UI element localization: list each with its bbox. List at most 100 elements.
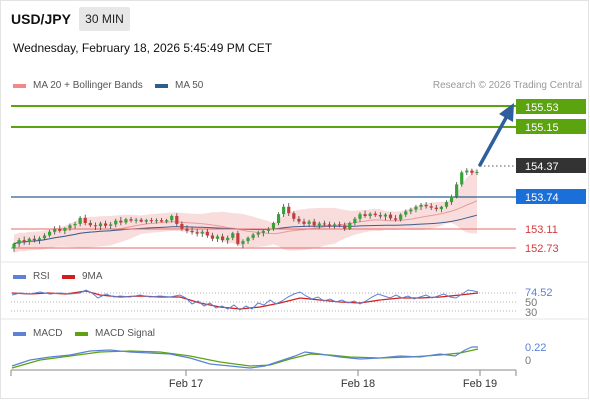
candle-body <box>378 215 382 217</box>
rsi-30-label: 30 <box>525 307 537 319</box>
forecast-arrow <box>478 114 509 167</box>
candle-body <box>53 229 57 232</box>
candle-body <box>215 236 220 239</box>
candle-body <box>455 184 459 197</box>
candle-body <box>439 206 443 210</box>
candle-body <box>317 223 321 226</box>
candle-body <box>404 211 408 215</box>
candle-body <box>231 233 235 238</box>
candle-body <box>271 222 276 229</box>
legend-ma50-label: MA 50 <box>175 80 204 91</box>
candle-body <box>251 234 255 238</box>
candle-body <box>414 206 418 210</box>
candle-body <box>144 220 148 222</box>
candle-body <box>444 202 449 207</box>
candle-body <box>429 206 433 208</box>
candle-body <box>58 229 62 231</box>
candle-body <box>261 230 265 233</box>
resistance-1-label: 155.15 <box>525 122 559 134</box>
candle-body <box>139 219 143 222</box>
candle-body <box>185 228 189 231</box>
candle-body <box>32 238 36 241</box>
candle-body <box>149 220 153 222</box>
candle-body <box>276 214 281 223</box>
legend-ma20: MA 20 + Bollinger Bands <box>13 80 143 91</box>
candle-body <box>241 241 245 244</box>
candle-body <box>221 236 225 241</box>
candle-body <box>465 170 469 173</box>
rsi-swatch <box>13 274 26 279</box>
candle-body <box>393 218 398 220</box>
candle-body <box>170 216 174 221</box>
candle-body <box>449 196 454 203</box>
candle-body <box>338 224 342 226</box>
candle-body <box>98 223 103 227</box>
candle-body <box>180 223 184 229</box>
candle-body <box>175 216 179 224</box>
pivot-box <box>516 189 586 204</box>
candle-body <box>332 224 337 227</box>
candle-body <box>200 231 204 234</box>
candle-body <box>236 233 240 244</box>
candle-body <box>368 213 372 217</box>
legend-ma20-label: MA 20 + Bollinger Bands <box>33 80 143 91</box>
pivot-label: 153.74 <box>525 192 559 204</box>
resistance-2-box <box>516 99 586 114</box>
candle-body <box>460 172 464 185</box>
resistance-1-box <box>516 119 586 134</box>
symbol-title: USD/JPY <box>11 11 71 27</box>
macd-line <box>11 346 478 369</box>
last-price-label: 154.37 <box>525 161 559 173</box>
candle-body <box>134 219 138 221</box>
candle-body <box>358 214 362 219</box>
candle-body <box>165 220 169 222</box>
legend-macd-signal: MACD Signal <box>75 328 155 339</box>
candle-body <box>78 217 82 224</box>
candle-body <box>373 213 377 216</box>
resistance-2-label: 155.53 <box>525 102 559 114</box>
timeframe-button[interactable]: 30 MIN <box>79 7 130 31</box>
candle-body <box>343 225 347 229</box>
candle-body <box>210 235 215 239</box>
candle-body <box>17 240 21 244</box>
macd-signal-swatch <box>75 331 88 336</box>
candle-body <box>129 219 133 221</box>
candle-body <box>93 225 98 227</box>
candle-body <box>287 206 291 214</box>
candle-body <box>88 222 92 226</box>
candle-body <box>246 237 250 242</box>
legend-rsi-label: RSI <box>33 271 50 282</box>
legend-rsi: RSI <box>13 271 50 282</box>
rsi-50-label: 50 <box>525 297 537 309</box>
candle-body <box>282 206 286 215</box>
candle-body <box>48 231 52 236</box>
macd-signal-line <box>11 348 479 369</box>
candle-body <box>424 204 428 207</box>
macd-zero-label: 0 <box>525 355 531 367</box>
candle-body <box>470 170 474 173</box>
legend-macd-label: MACD <box>33 328 63 339</box>
rsi-ma-line <box>11 290 479 310</box>
candle-body <box>256 232 260 235</box>
legend-rsi-ma-label: 9MA <box>82 271 103 282</box>
candle-body <box>399 214 403 220</box>
candle-body <box>327 224 332 227</box>
candle-body <box>22 240 26 243</box>
support-2-label: 152.73 <box>525 243 559 255</box>
candle-body <box>119 220 123 223</box>
x-tick-label: Feb 18 <box>341 378 375 390</box>
candle-body <box>83 217 87 223</box>
ma20-swatch <box>13 83 26 88</box>
ma50-swatch <box>155 83 168 88</box>
rsi-ma-swatch <box>62 274 75 279</box>
candle-body <box>195 232 199 234</box>
legend-macd-signal-label: MACD Signal <box>95 328 156 339</box>
candle-body <box>124 219 128 223</box>
candle-body <box>292 213 296 219</box>
candle-body <box>205 231 209 236</box>
candle-body <box>297 218 301 222</box>
candle-body <box>42 235 47 239</box>
support-1-label: 153.11 <box>525 224 558 236</box>
candle-body <box>383 214 388 217</box>
